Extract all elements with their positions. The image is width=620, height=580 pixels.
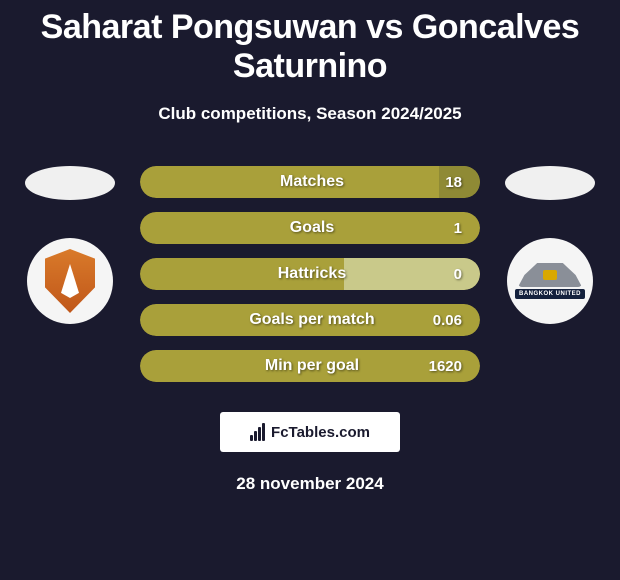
subtitle: Club competitions, Season 2024/2025 [0,104,620,124]
left-player-col [20,166,120,324]
stat-bar: Matches 18 [140,166,480,198]
left-team-badge [27,238,113,324]
left-player-avatar [25,166,115,200]
wing-badge-icon: BANGKOK UNITED [515,251,585,311]
bar-chart-icon [250,423,265,441]
stat-label: Min per goal [265,357,359,375]
stat-value: 0.06 [426,312,462,329]
right-team-badge: BANGKOK UNITED [507,238,593,324]
stat-bar: Goals 1 [140,212,480,244]
comparison-row: Matches 18 Goals 1 Hattricks 0 Goals per match… [0,166,620,382]
branding-text: FcTables.com [271,424,370,441]
page-title: Saharat Pongsuwan vs Goncalves Saturnino [0,0,620,86]
stat-value: 1 [426,220,462,237]
stat-bar: Hattricks 0 [140,258,480,290]
stat-bar: Goals per match 0.06 [140,304,480,336]
date-label: 28 november 2024 [0,474,620,494]
right-player-avatar [505,166,595,200]
stat-label: Goals [290,219,334,237]
branding-box[interactable]: FcTables.com [220,412,400,452]
stat-value: 0 [426,266,462,283]
stat-value: 18 [426,174,462,191]
right-team-name: BANGKOK UNITED [515,289,585,299]
stat-bar: Min per goal 1620 [140,350,480,382]
stat-label: Goals per match [249,311,374,329]
stat-label: Matches [280,173,344,191]
shield-icon [45,249,95,313]
stat-label: Hattricks [278,265,346,283]
stat-value: 1620 [426,358,462,375]
stat-bars: Matches 18 Goals 1 Hattricks 0 Goals per match… [140,166,480,382]
right-player-col: BANGKOK UNITED [500,166,600,324]
